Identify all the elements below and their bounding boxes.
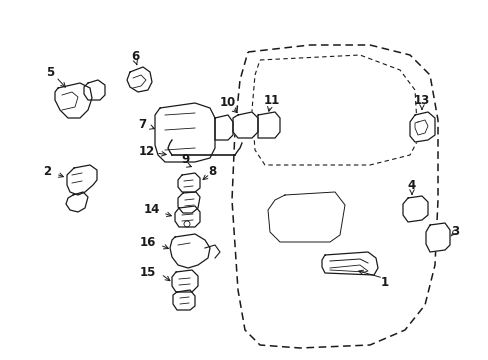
- Polygon shape: [127, 67, 152, 92]
- Text: 14: 14: [143, 203, 160, 216]
- Polygon shape: [173, 290, 195, 310]
- Text: 15: 15: [140, 265, 156, 279]
- Text: 9: 9: [181, 153, 189, 166]
- Polygon shape: [232, 112, 258, 138]
- Polygon shape: [170, 234, 209, 268]
- Text: 5: 5: [46, 66, 54, 78]
- Polygon shape: [67, 165, 97, 195]
- Polygon shape: [178, 192, 200, 213]
- Polygon shape: [172, 270, 198, 292]
- Text: 4: 4: [407, 180, 415, 193]
- Text: 11: 11: [264, 94, 280, 107]
- Text: 13: 13: [413, 94, 429, 107]
- Text: 1: 1: [380, 275, 388, 288]
- Polygon shape: [258, 112, 280, 138]
- Text: 8: 8: [207, 166, 216, 179]
- Polygon shape: [321, 252, 377, 275]
- Text: 7: 7: [138, 118, 146, 131]
- Text: 10: 10: [220, 96, 236, 109]
- Polygon shape: [215, 115, 232, 140]
- Text: 2: 2: [43, 166, 51, 179]
- Text: 16: 16: [140, 237, 156, 249]
- Polygon shape: [175, 206, 200, 227]
- Polygon shape: [66, 192, 88, 212]
- Polygon shape: [409, 112, 434, 142]
- Text: 3: 3: [450, 225, 458, 238]
- Text: 12: 12: [139, 145, 155, 158]
- Text: 6: 6: [131, 50, 139, 63]
- Polygon shape: [55, 83, 92, 118]
- Polygon shape: [425, 223, 449, 252]
- Polygon shape: [155, 103, 215, 162]
- Polygon shape: [178, 173, 200, 192]
- Polygon shape: [402, 196, 427, 222]
- Polygon shape: [84, 80, 105, 100]
